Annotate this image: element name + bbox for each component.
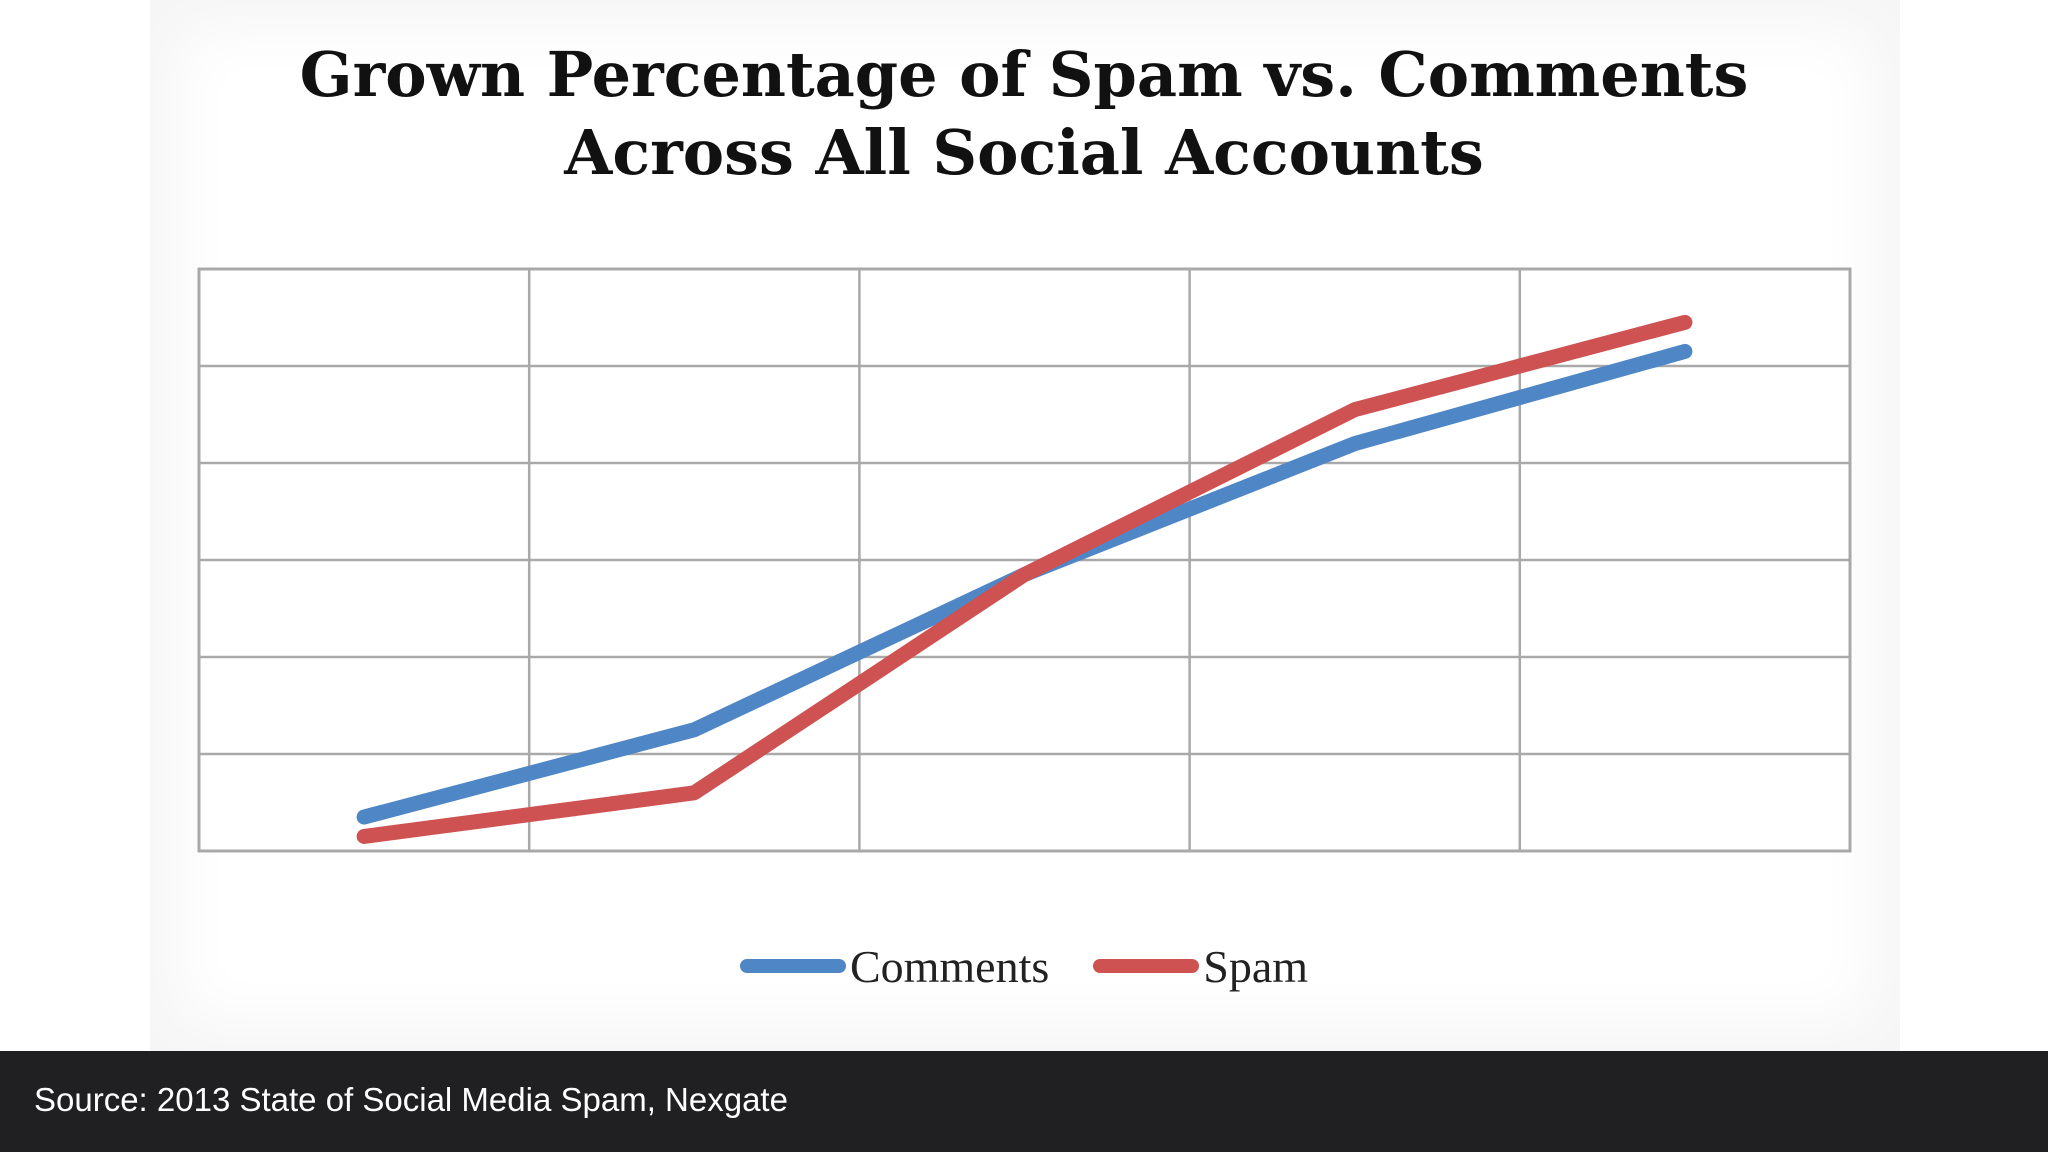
chart-legend: Comments Spam: [0, 936, 2048, 996]
legend-label-spam: Spam: [1203, 940, 1309, 992]
chart-title-line-1: Grown Percentage of Spam vs. Comments: [299, 38, 1749, 111]
legend-item-comments: Comments: [739, 940, 1050, 993]
caption-bar: Source: 2013 State of Social Media Spam,…: [0, 1051, 2048, 1152]
legend-swatch-spam: [1093, 959, 1200, 973]
source-caption: Source: 2013 State of Social Media Spam,…: [34, 1081, 788, 1118]
legend-swatch-comments: [739, 959, 846, 973]
legend-item-spam: Spam: [1093, 940, 1308, 993]
legend-label-comments: Comments: [849, 940, 1050, 992]
chart-title-line-2: Across All Social Accounts: [564, 116, 1484, 189]
chart-title: Grown Percentage of Spam vs. Comments Ac…: [0, 36, 2048, 192]
plot-border: [197, 267, 1852, 853]
